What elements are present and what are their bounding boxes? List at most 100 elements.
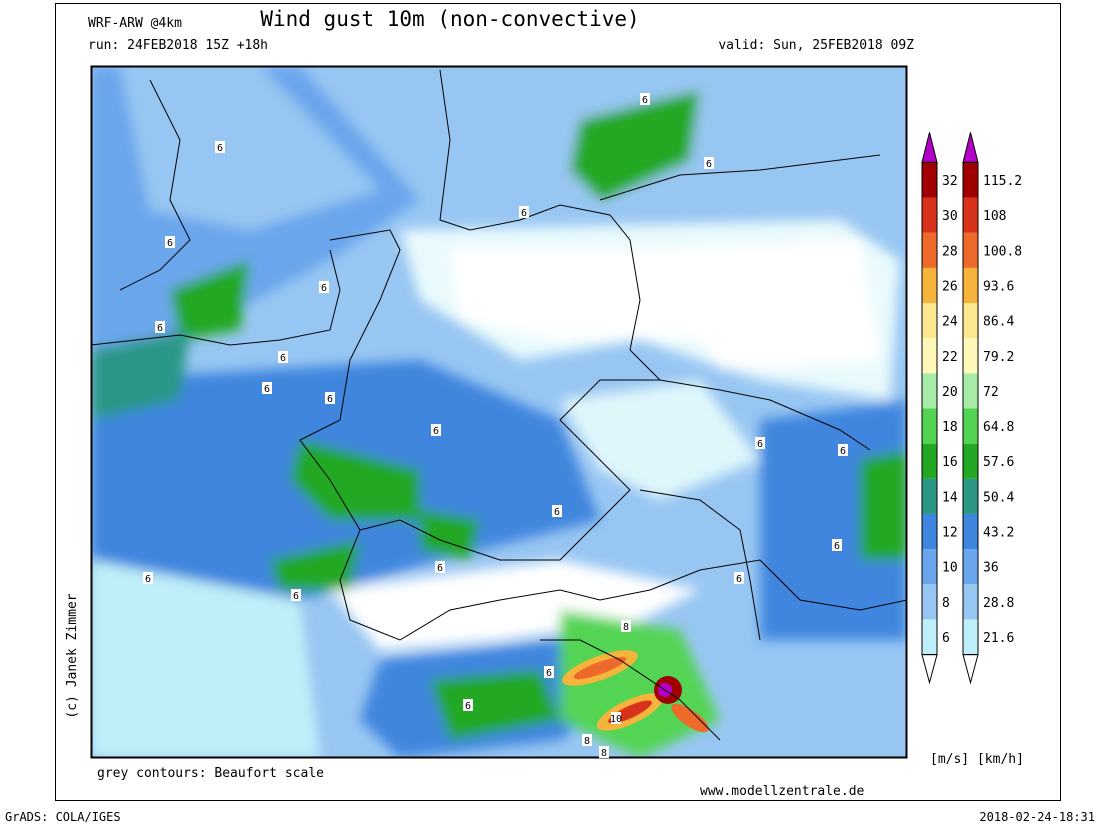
colorbar-segment [963,232,978,268]
contour-label: 6 [757,439,763,450]
run: run: 24FEB2018 15Z +18h [88,38,268,53]
contour-label-box [832,539,842,551]
contour-label: 6 [157,323,163,334]
colorbar-segment [963,443,978,479]
colorbar-segment [922,267,937,304]
contour-label: 6 [433,426,439,437]
contour-label: 6 [706,159,712,170]
colorbar-segment [922,443,937,479]
colorbar-label: 21.6 [983,631,1014,646]
colorbar-label: 108 [983,209,1006,224]
map-frame [90,65,908,759]
colorbar-label: 8 [942,596,950,611]
colorbar-segment [963,162,978,198]
colorbar-label: 20 [942,385,958,400]
contour-label: 6 [145,574,151,585]
note: grey contours: Beaufort scale [97,766,324,781]
contour-label-box [621,620,631,632]
title: Wind gust 10m (non-convective) [260,7,639,31]
contour-label-box [143,572,153,584]
website: www.modellzentrale.de [700,784,865,799]
contour-label: 6 [280,353,286,364]
colorbar-segment [922,549,937,585]
contour-label-box [544,666,554,678]
software: GrADS: COLA/IGES [5,810,121,824]
timestamp: 2018-02-24-18:31 [979,810,1095,824]
colorbar-label: 10 [942,561,958,576]
contour-label-box [215,141,225,153]
contour-label: 6 [217,143,223,154]
valid: valid: Sun, 25FEB2018 09Z [718,38,914,53]
colorbar-outline [962,161,979,656]
contour-label-box [838,444,848,456]
colorbar-segment [922,232,937,268]
colorbar-segment [963,513,978,550]
colorbar-segment [922,478,937,514]
colorbar-label: 18 [942,420,958,435]
colorbar-label: 64.8 [983,420,1014,435]
contour-label: 6 [554,507,560,518]
contour-label-box [463,699,473,711]
borders [91,69,907,741]
colorbar-label: 72 [983,385,999,400]
map [91,66,907,758]
contour-label: 6 [465,701,471,712]
colorbar-segment [963,478,978,514]
contour-label: 6 [840,446,846,457]
contour-label: 6 [834,541,840,552]
contour-label-box [325,392,335,404]
contour-label-box [262,382,272,394]
contour-label: 8 [584,736,590,747]
contour-label-box [704,157,714,169]
colorbar-label: 14 [942,490,958,505]
contour-label: 6 [521,208,527,219]
contour-label: 6 [293,591,299,602]
colorbar-segment [922,303,937,339]
colorbar-segment [922,338,937,374]
contour-label-box [519,206,529,218]
colorbar-label: 26 [942,279,958,294]
contour-label-box [155,321,165,333]
contour-label-box [165,236,175,248]
colorbar-label: 57.6 [983,455,1014,470]
colorbar-label: 100.8 [983,244,1022,259]
colorbar-segment [922,373,937,409]
contour-label-box [431,424,441,436]
contour-label: 6 [642,95,648,106]
colorbar-segment [922,619,937,655]
contour-label-box [640,93,650,105]
colorbar-segment [963,197,978,233]
colorbar-segment [922,197,937,233]
contour-label-box [611,712,621,724]
colorbar-label: 115.2 [983,174,1022,189]
colorbar-segment [963,303,978,339]
colorbar-segment [963,267,978,304]
colorbar-segment [922,408,937,444]
colorbar-segment [963,338,978,374]
colorbar-label: 22 [942,350,958,365]
model: WRF-ARW @4km [88,16,182,31]
colorbar-segment [922,584,937,620]
colorbar: 6 8 10 12 14 16 18 20 22 24 26 28 30 32 21.6 28.8 36 43.2… [921,132,1022,685]
colorbar-label: 43.2 [983,526,1014,541]
contour-label-box [319,281,329,293]
colorbar-label: 93.6 [983,279,1014,294]
colorbar-segment [963,373,978,409]
colorbar-label: 30 [942,209,958,224]
colorbar-outline [921,161,938,656]
colorbar-label: 50.4 [983,490,1014,505]
credit: (c) Janek Zimmer [65,593,80,718]
contour-label-box [599,746,609,758]
contour-label-box [582,734,592,746]
colorbar-label: 28 [942,244,958,259]
colorbar-segment [922,162,937,198]
contour-label-box [552,505,562,517]
colorbar-segment [922,513,937,550]
contour-label: 6 [167,238,173,249]
colorbar-segment [963,408,978,444]
contour-label-box [734,572,744,584]
contour-label: 6 [264,384,270,395]
contour-label-box [755,437,765,449]
